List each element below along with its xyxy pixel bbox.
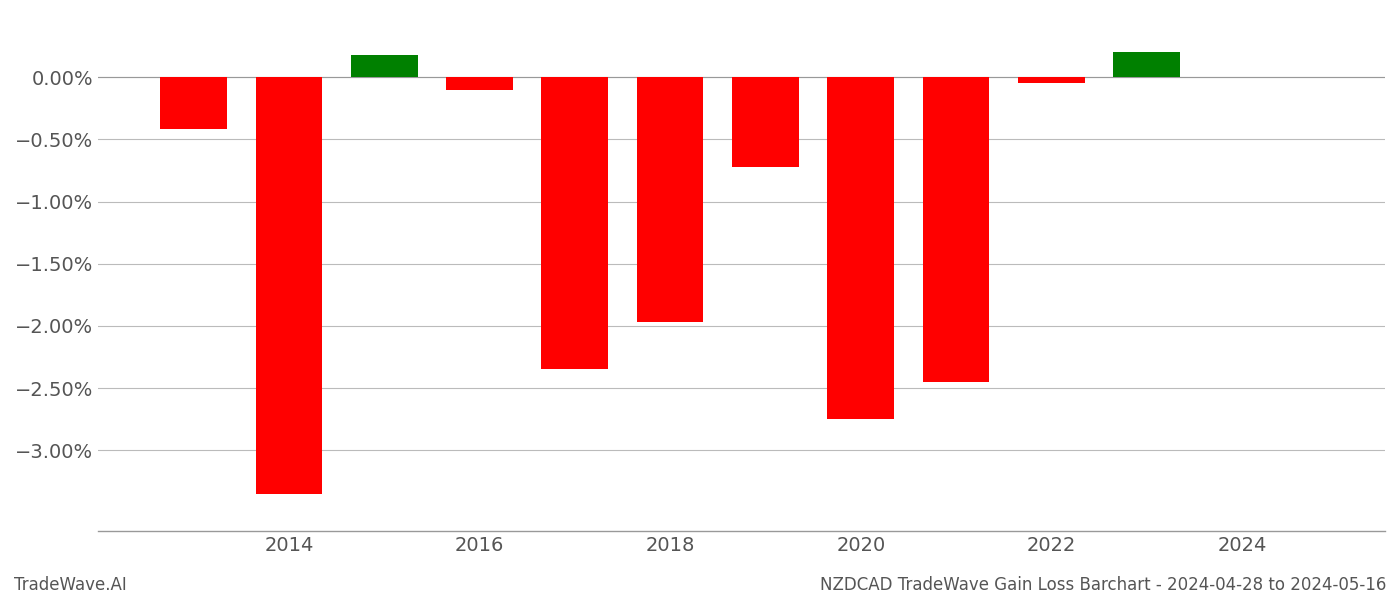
Bar — [542, 77, 608, 370]
Bar — [351, 55, 417, 77]
Bar — [447, 77, 512, 89]
Text: TradeWave.AI: TradeWave.AI — [14, 576, 127, 594]
Bar — [1113, 52, 1180, 77]
Bar — [256, 77, 322, 494]
Bar — [732, 77, 799, 167]
Bar — [827, 77, 895, 419]
Bar — [160, 77, 227, 130]
Text: NZDCAD TradeWave Gain Loss Barchart - 2024-04-28 to 2024-05-16: NZDCAD TradeWave Gain Loss Barchart - 20… — [819, 576, 1386, 594]
Bar — [923, 77, 990, 382]
Bar — [637, 77, 703, 322]
Bar — [1018, 77, 1085, 83]
